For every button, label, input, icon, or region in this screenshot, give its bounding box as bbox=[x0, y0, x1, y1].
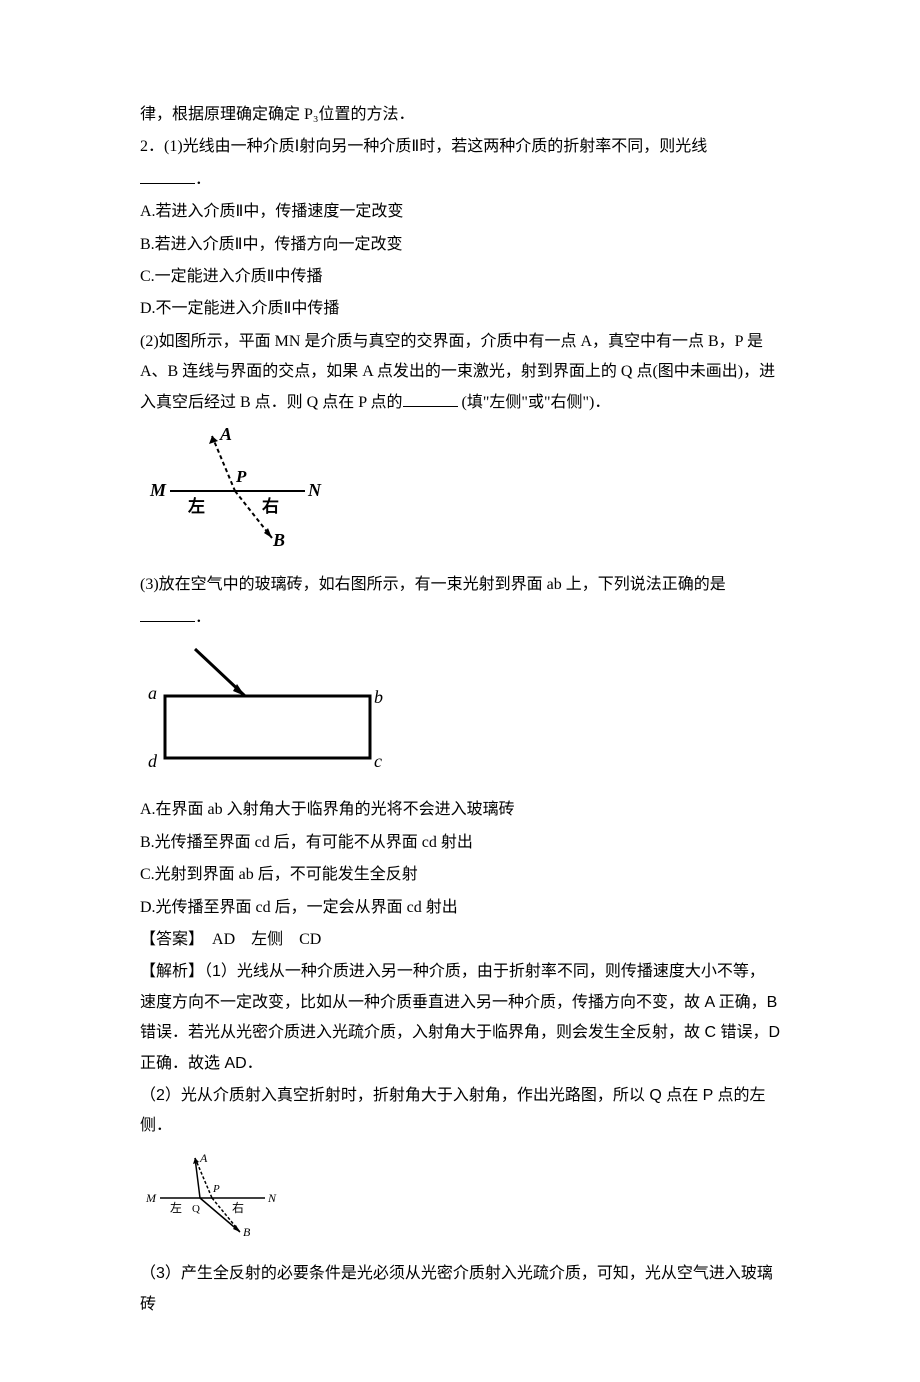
q2-part3-blank-line: ． bbox=[140, 603, 780, 633]
explain-p1-text: （1）光线从一种介质进入另一种介质，由于折射率不同，则传播速度大小不等，速度方向… bbox=[140, 963, 780, 1071]
label-M: M bbox=[145, 1191, 157, 1205]
answer-line: 【答案】 AD 左侧 CD bbox=[140, 925, 780, 955]
explain-label: 【解析】 bbox=[140, 963, 204, 980]
answer-text: AD 左侧 CD bbox=[196, 931, 321, 948]
label-M: M bbox=[149, 480, 167, 500]
q2-part1-option-a: A.若进入介质Ⅱ中，传播速度一定改变 bbox=[140, 197, 780, 227]
q2-part1-option-c: C.一定能进入介质Ⅱ中传播 bbox=[140, 262, 780, 292]
q2-part1-stem-text: 2．(1)光线由一种介质Ⅰ射向另一种介质Ⅱ时，若这两种介质的折射率不同，则光线 bbox=[140, 138, 707, 155]
explain-p2: （2）光从介质射入真空折射时，折射角大于入射角，作出光路图，所以 Q 点在 P … bbox=[140, 1081, 780, 1142]
label-A: A bbox=[219, 426, 232, 444]
q2-part3-option-b: B.光传播至界面 cd 后，有可能不从界面 cd 射出 bbox=[140, 828, 780, 858]
q2-part2-stem-b: (填"左侧"或"右侧")． bbox=[458, 394, 611, 411]
q2-part3-stem-text: (3)放在空气中的玻璃砖，如右图所示，有一束光射到界面 ab 上，下列说法正确的… bbox=[140, 576, 726, 593]
label-right: 右 bbox=[262, 496, 279, 516]
blank-fill bbox=[403, 391, 458, 407]
label-B: B bbox=[272, 530, 285, 550]
label-d: d bbox=[148, 751, 158, 771]
label-a: a bbox=[148, 683, 157, 703]
label-b: b bbox=[374, 687, 383, 707]
label-P: P bbox=[235, 467, 247, 486]
label-c: c bbox=[374, 751, 382, 771]
label-right: 右 bbox=[232, 1200, 244, 1215]
label-A: A bbox=[199, 1151, 208, 1165]
explain-figure: A B M N P Q 左 右 bbox=[140, 1150, 780, 1251]
label-B: B bbox=[243, 1225, 251, 1239]
blank-fill bbox=[140, 168, 195, 184]
label-P: P bbox=[212, 1183, 220, 1195]
refraction-solution-diagram-icon: A B M N P Q 左 右 bbox=[140, 1150, 290, 1240]
q2-part3-stem: (3)放在空气中的玻璃砖，如右图所示，有一束光射到界面 ab 上，下列说法正确的… bbox=[140, 570, 780, 600]
q2-part3-figure: a b c d bbox=[140, 641, 780, 787]
label-left: 左 bbox=[188, 496, 205, 516]
label-N: N bbox=[267, 1191, 277, 1205]
q2-part3-option-d: D.光传播至界面 cd 后，一定会从界面 cd 射出 bbox=[140, 893, 780, 923]
q2-part3-option-c: C.光射到界面 ab 后，不可能发生全反射 bbox=[140, 860, 780, 890]
label-Q: Q bbox=[192, 1203, 200, 1215]
answer-label: 【答案】 bbox=[140, 931, 196, 948]
glass-block-diagram-icon: a b c d bbox=[140, 641, 390, 776]
q2-part3-option-a: A.在界面 ab 入射角大于临界角的光将不会进入玻璃砖 bbox=[140, 795, 780, 825]
intro-continuation: 律，根据原理确定确定 P₃位置的方法． bbox=[140, 100, 780, 130]
blank-suffix: ． bbox=[195, 609, 211, 626]
blank-suffix: ． bbox=[195, 171, 211, 188]
q2-part1-option-d: D.不一定能进入介质Ⅱ中传播 bbox=[140, 294, 780, 324]
label-N: N bbox=[307, 480, 322, 500]
blank-fill bbox=[140, 606, 195, 622]
q2-part2-stem: (2)如图所示，平面 MN 是介质与真空的交界面，介质中有一点 A，真空中有一点… bbox=[140, 327, 780, 418]
label-left: 左 bbox=[170, 1200, 182, 1215]
q2-part1-stem: 2．(1)光线由一种介质Ⅰ射向另一种介质Ⅱ时，若这两种介质的折射率不同，则光线 bbox=[140, 132, 780, 162]
q2-part1-option-b: B.若进入介质Ⅱ中，传播方向一定改变 bbox=[140, 230, 780, 260]
explain-p1: 【解析】（1）光线从一种介质进入另一种介质，由于折射率不同，则传播速度大小不等，… bbox=[140, 957, 780, 1079]
explain-p3: （3）产生全反射的必要条件是光必须从光密介质射入光疏介质，可知，光从空气进入玻璃… bbox=[140, 1259, 780, 1320]
refraction-diagram-icon: A B M N P 左 右 bbox=[140, 426, 325, 551]
q2-part2-figure: A B M N P 左 右 bbox=[140, 426, 780, 562]
q2-part1-blank-line: ． bbox=[140, 165, 780, 195]
